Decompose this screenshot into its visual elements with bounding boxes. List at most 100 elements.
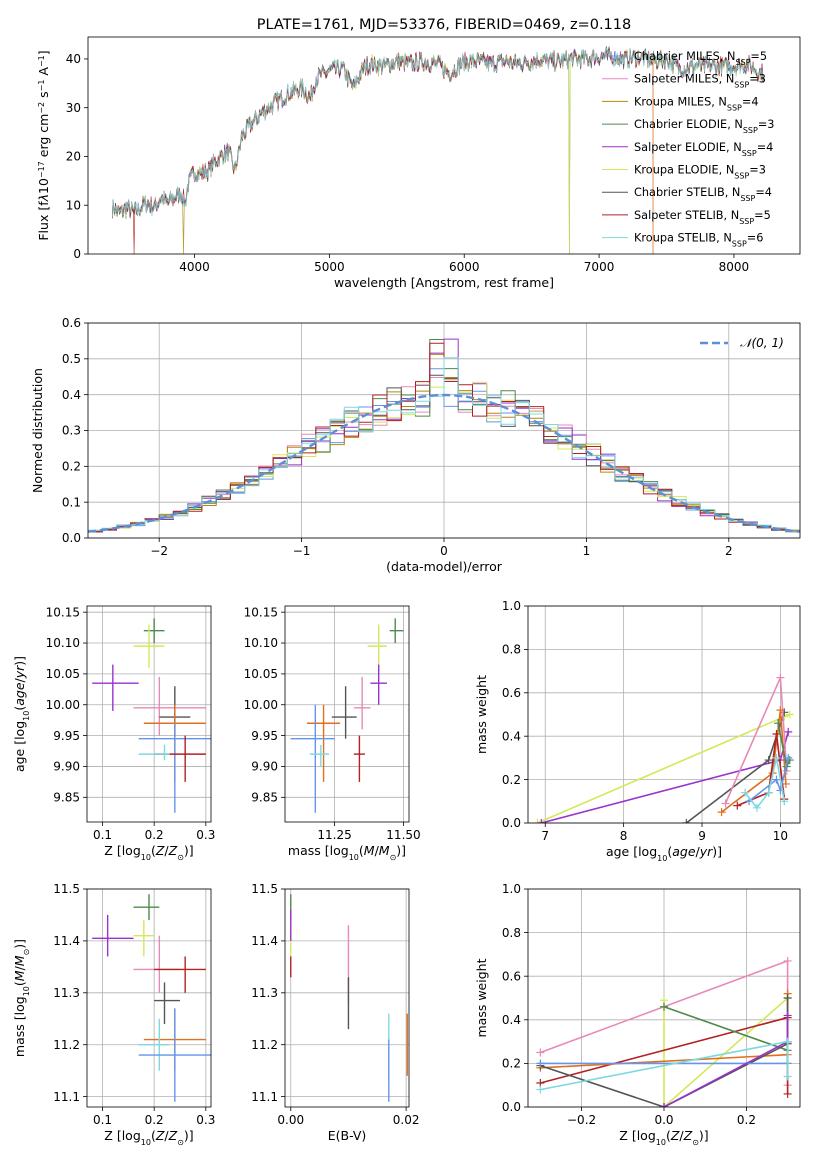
x-tick-label: 4000 [179, 260, 210, 274]
axes-frame [527, 605, 801, 824]
chart-title: PLATE=1761, MJD=53376, FIBERID=0469, z=0… [257, 17, 631, 33]
axes-frame [284, 888, 410, 1108]
y-tick-label: 0.1 [62, 495, 81, 509]
y-tick-label: 0.3 [62, 424, 81, 438]
x-axis-label: Z [log10(Z/Z⊙)] [619, 1128, 708, 1147]
weight-marker [772, 753, 781, 762]
plot-area-mass-vs-Z [92, 894, 211, 1102]
legend-label: Kroupa STELIB, NSSP=6 [634, 232, 763, 249]
legend-label: Salpeter MILES, NSSP=3 [634, 73, 766, 90]
y-tick-label: 0 [73, 247, 81, 261]
y-tick-label: 11.4 [251, 934, 278, 948]
weight-marker [536, 1085, 545, 1094]
x-tick-label: 0.1 [93, 1113, 112, 1127]
legend-label: Chabrier MILES, NSSP=5 [634, 50, 767, 67]
x-tick-label: 0.2 [145, 828, 164, 842]
y-tick-label: 0.4 [62, 388, 81, 402]
y-tick-label: 20 [66, 150, 81, 164]
weight-marker [660, 1103, 668, 1107]
x-tick-label: 11.50 [386, 828, 420, 842]
x-axis-label: mass [log10(M/M⊙)] [288, 843, 406, 862]
weight-marker [785, 710, 794, 719]
y-tick-label: 0.0 [62, 531, 81, 545]
weight-marker [783, 1089, 792, 1098]
y-tick-label: 0.0 [502, 1100, 521, 1114]
weight-marker [783, 1072, 792, 1081]
y-tick-label: 11.4 [53, 934, 80, 948]
y-tick-label: 11.2 [53, 1038, 80, 1052]
axes-frame [527, 888, 801, 1108]
weight-marker [533, 819, 542, 823]
weight-marker [784, 727, 793, 736]
y-tick-label: 11.3 [251, 986, 278, 1000]
legend-label: Salpeter STELIB, NSSP=5 [634, 209, 771, 226]
legend-label: Salpeter ELODIE, NSSP=4 [634, 141, 773, 158]
legend-label: Chabrier STELIB, NSSP=4 [634, 186, 772, 203]
panel-mass-vs-EBV: 0.00 0.02 11.1 11.2 11.3 11.4 11.5 E(B-V) [251, 882, 419, 1143]
weight-marker [783, 1011, 792, 1020]
weight-marker [783, 994, 792, 1002]
x-axis-label: E(B-V) [328, 1128, 367, 1143]
plot-area-age-vs-mass [290, 618, 404, 813]
panel-residuals: −2 −1 0 1 2 0.0 0.1 0.2 0.3 0.4 0.5 0.6 (data-model)… [30, 316, 801, 574]
histogram-step [88, 357, 800, 532]
x-axis-label: Z [log10(Z/Z⊙)] [104, 1128, 193, 1147]
y-tick-label: 11.1 [53, 1090, 80, 1104]
plot-area-mass-weight-vs-Z [536, 956, 792, 1107]
panel-mass-weight-vs-age: 7 8 9 10 0.0 0.2 0.4 0.6 0.8 1.0 age [log10(age/yr… [474, 599, 801, 863]
plot-area-mass-vs-EBV [290, 894, 408, 1102]
y-tick-label: 9.95 [251, 729, 278, 743]
weight-marker [536, 1059, 545, 1068]
weight-marker [772, 730, 781, 739]
y-tick-label: 11.3 [53, 986, 80, 1000]
axes-frame [284, 605, 410, 823]
y-axis-label: mass weight [474, 958, 489, 1037]
plot-area-residuals [88, 338, 800, 533]
panel-age-vs-Z: 0.1 0.2 0.3 9.85 9.90 9.95 10.00 10.05 10.10 10.1… [12, 605, 215, 861]
y-tick-label: 10.00 [46, 698, 80, 712]
y-tick-label: 9.90 [251, 760, 278, 774]
weight-line [685, 712, 786, 823]
spectrum-line [111, 49, 764, 254]
x-tick-label: 8 [620, 829, 628, 843]
y-tick-label: 0.6 [502, 969, 521, 983]
y-tick-label: 0.8 [502, 926, 521, 940]
x-tick-label: 7000 [584, 260, 615, 274]
y-tick-label: 40 [66, 52, 81, 66]
y-tick-label: 0.8 [502, 643, 521, 657]
y-axis-label: age [log10(age/yr)] [12, 656, 31, 772]
x-tick-label: −0.2 [567, 1113, 596, 1127]
y-tick-label: 0.2 [502, 1057, 521, 1071]
y-tick-label: 10.10 [244, 636, 278, 650]
legend-label: 𝒩(0, 1) [740, 336, 784, 350]
plot-area-mass-weight-vs-age [533, 673, 794, 823]
y-tick-label: 0.4 [502, 1013, 521, 1027]
x-tick-label: −2 [150, 544, 168, 558]
axes-frame [87, 322, 801, 539]
x-tick-label: 0.2 [145, 1113, 164, 1127]
weight-marker [774, 719, 783, 728]
y-tick-label: 0.0 [502, 816, 521, 830]
weight-marker [784, 753, 793, 762]
y-tick-label: 0.4 [502, 729, 521, 743]
y-tick-label: 0.2 [502, 773, 521, 787]
y-tick-label: 10 [66, 198, 81, 212]
x-tick-label: 6000 [449, 260, 480, 274]
y-tick-label: 10.05 [46, 667, 80, 681]
weight-marker [772, 775, 781, 784]
x-tick-label: 0 [440, 544, 448, 558]
weight-line [663, 1005, 789, 1052]
y-axis-label: mass weight [474, 675, 489, 754]
x-tick-label: 7 [541, 829, 549, 843]
x-tick-label: 8000 [719, 260, 750, 274]
y-tick-label: 11.1 [251, 1090, 278, 1104]
y-tick-label: 10.10 [46, 636, 80, 650]
weight-marker [764, 788, 773, 797]
x-tick-label: −1 [293, 544, 311, 558]
x-tick-label: 1 [583, 544, 591, 558]
y-tick-label: 9.95 [53, 729, 80, 743]
weight-marker [660, 1002, 668, 1011]
x-tick-label: 11.25 [317, 828, 351, 842]
panel-age-vs-mass: 11.25 11.50 9.85 9.90 9.95 10.00 10.05 10.10 10.… [244, 605, 421, 861]
x-tick-label: 0.2 [737, 1113, 756, 1127]
